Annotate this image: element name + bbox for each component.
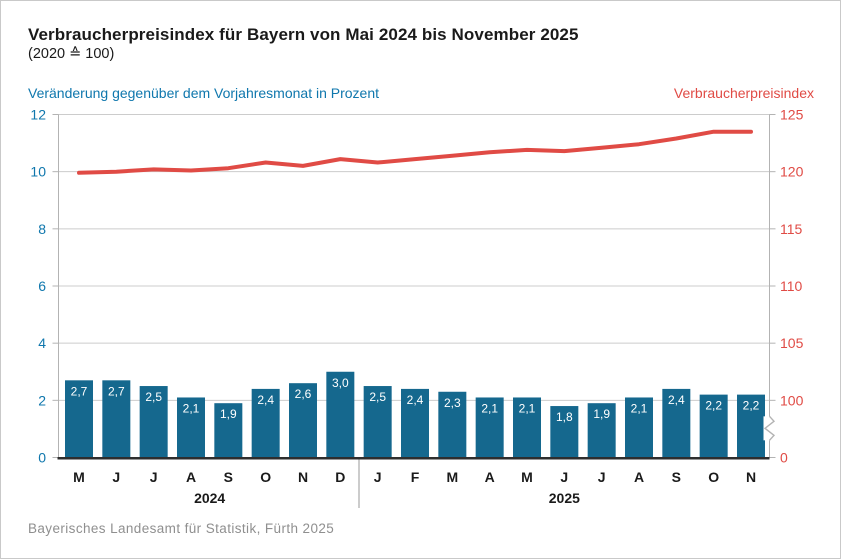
month-label: J [560,469,568,485]
bar [363,386,392,458]
bar [251,388,280,458]
bar [625,397,653,458]
bar-value-label: 2,1 [183,401,200,415]
month-label: M [73,469,85,485]
month-label: M [521,469,533,485]
bar [326,371,355,458]
bar [475,397,504,458]
bar [587,403,616,458]
left-axis-tick-label: 2 [38,392,46,408]
month-label: F [411,469,420,485]
bar [65,380,93,458]
left-axis-tick-label: 10 [30,164,46,180]
month-label: A [634,469,644,485]
right-axis-tick-label: 115 [780,221,803,237]
bar-value-label: 1,9 [220,407,237,421]
month-label: J [150,469,158,485]
chart-subtitle: (2020 ≙ 100) [28,46,115,62]
bar [662,388,691,458]
bar-value-label: 2,4 [668,393,685,407]
bar-value-label: 2,1 [519,401,536,415]
right-axis-tick-label: 105 [780,335,804,351]
year-label: 2024 [194,490,225,506]
right-axis-tick-label: 120 [780,164,804,180]
bar [214,403,243,458]
bar-value-label: 2,2 [705,399,722,413]
left-axis-tick-label: 6 [38,278,46,294]
source-attribution: Bayerisches Landesamt für Statistik, Für… [28,521,335,536]
bar-value-label: 2,2 [743,399,760,413]
bar-value-label: 2,3 [444,396,461,410]
right-axis-tick-label: 125 [780,107,804,123]
bar-value-label: 2,4 [257,393,274,407]
month-label: M [446,469,458,485]
bar-value-label: 2,6 [295,387,312,401]
axis-break-icon [763,415,776,441]
chart-title: Verbraucherpreisindex für Bayern von Mai… [28,25,579,44]
bar-value-label: 2,7 [71,384,88,398]
right-axis-tick-label: 0 [780,450,788,466]
bar [139,386,168,458]
bar-value-label: 2,5 [369,390,386,404]
bar [699,394,728,458]
bar-value-label: 1,9 [593,407,610,421]
month-label: A [186,469,196,485]
month-label: D [335,469,345,485]
month-label: J [112,469,120,485]
right-axis-title: Verbraucherpreisindex [673,85,814,101]
month-label: O [260,469,271,485]
left-axis-tick-label: 12 [30,107,46,123]
month-label: J [374,469,382,485]
cpi-line [77,129,753,175]
bar [550,406,579,458]
bar-value-label: 2,5 [145,390,162,404]
month-label: J [598,469,606,485]
left-axis-tick-label: 4 [38,335,46,351]
bar [737,394,765,458]
left-axis-tick-label: 8 [38,221,46,237]
bar-value-label: 1,8 [556,410,573,424]
month-label: O [708,469,719,485]
month-label: S [224,469,233,485]
left-axis-title: Veränderung gegenüber dem Vorjahresmonat… [28,85,380,101]
bar [513,397,541,458]
month-label: N [746,469,756,485]
bar [102,380,131,458]
bar-value-label: 2,1 [631,401,648,415]
year-label: 2025 [549,490,580,506]
month-label: N [298,469,308,485]
month-label: A [485,469,495,485]
right-axis-tick-label: 110 [780,278,803,294]
bar-value-label: 2,1 [481,401,498,415]
bar [289,383,317,458]
bar-value-label: 2,7 [108,384,125,398]
bar-value-label: 2,4 [407,393,424,407]
month-label: S [672,469,681,485]
left-axis-tick-label: 0 [38,450,46,466]
bar [401,388,429,458]
right-axis-tick-label: 100 [780,392,804,408]
bar-value-label: 3,0 [332,376,349,390]
bar [438,391,467,458]
bar [177,397,205,458]
